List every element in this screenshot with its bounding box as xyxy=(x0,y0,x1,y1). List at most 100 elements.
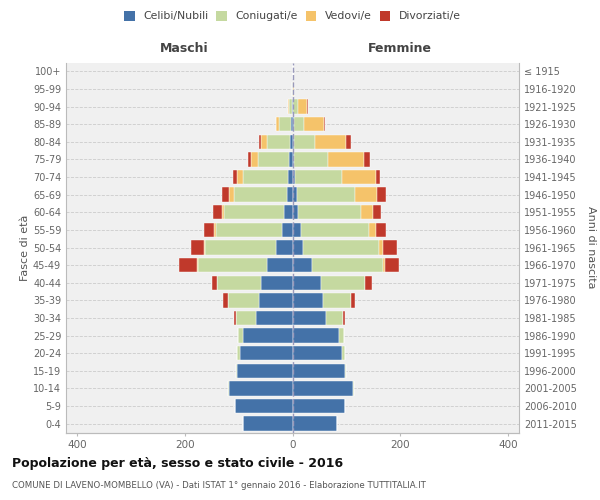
Bar xyxy=(342,346,346,360)
Bar xyxy=(383,258,385,272)
Bar xyxy=(216,222,282,237)
Bar xyxy=(297,188,355,202)
Text: COMUNE DI LAVENO-MOMBELLO (VA) - Dati ISTAT 1° gennaio 2016 - Elaborazione TUTTI: COMUNE DI LAVENO-MOMBELLO (VA) - Dati IS… xyxy=(12,481,426,490)
Bar xyxy=(323,293,351,308)
Bar xyxy=(229,188,234,202)
Bar xyxy=(293,328,340,343)
Bar xyxy=(191,240,203,254)
Bar xyxy=(340,328,344,343)
Bar xyxy=(294,152,328,166)
Bar xyxy=(385,258,399,272)
Bar xyxy=(326,311,343,325)
Bar xyxy=(307,100,308,114)
Bar xyxy=(373,205,382,220)
Bar xyxy=(240,346,293,360)
Bar xyxy=(383,240,397,254)
Bar xyxy=(251,152,258,166)
Bar xyxy=(289,100,292,114)
Bar xyxy=(295,170,342,184)
Bar xyxy=(236,364,238,378)
Bar xyxy=(293,276,320,290)
Bar xyxy=(276,117,279,132)
Bar xyxy=(197,258,266,272)
Bar xyxy=(259,134,261,149)
Bar xyxy=(267,134,290,149)
Bar xyxy=(361,205,373,220)
Bar xyxy=(261,276,293,290)
Bar xyxy=(369,222,376,237)
Bar xyxy=(287,100,289,114)
Bar xyxy=(293,399,345,413)
Bar xyxy=(233,170,238,184)
Bar xyxy=(376,222,386,237)
Bar xyxy=(293,117,304,132)
Bar xyxy=(293,364,345,378)
Bar xyxy=(290,134,293,149)
Bar xyxy=(179,258,197,272)
Bar xyxy=(293,381,353,396)
Bar xyxy=(243,328,293,343)
Bar xyxy=(345,364,346,378)
Bar xyxy=(365,276,372,290)
Bar xyxy=(258,152,289,166)
Bar xyxy=(315,134,346,149)
Bar xyxy=(224,205,284,220)
Bar xyxy=(353,381,354,396)
Bar xyxy=(293,240,303,254)
Bar xyxy=(238,328,243,343)
Bar xyxy=(256,311,293,325)
Bar xyxy=(293,188,297,202)
Bar xyxy=(301,222,369,237)
Bar xyxy=(379,240,383,254)
Bar xyxy=(320,276,365,290)
Bar xyxy=(222,205,224,220)
Bar xyxy=(377,188,386,202)
Bar xyxy=(293,346,342,360)
Bar xyxy=(212,276,217,290)
Bar xyxy=(364,152,370,166)
Bar xyxy=(293,311,326,325)
Bar xyxy=(342,170,376,184)
Bar xyxy=(266,258,293,272)
Bar xyxy=(235,399,293,413)
Bar xyxy=(289,152,293,166)
Bar xyxy=(298,205,361,220)
Bar xyxy=(351,293,355,308)
Bar xyxy=(287,188,293,202)
Bar xyxy=(293,258,312,272)
Bar xyxy=(282,222,293,237)
Bar xyxy=(343,311,346,325)
Bar xyxy=(217,276,261,290)
Bar xyxy=(293,293,323,308)
Bar xyxy=(223,188,229,202)
Bar xyxy=(205,240,277,254)
Bar xyxy=(234,311,236,325)
Bar xyxy=(244,170,287,184)
Bar xyxy=(214,222,216,237)
Bar xyxy=(213,205,222,220)
Bar xyxy=(304,117,324,132)
Bar xyxy=(238,346,240,360)
Text: Popolazione per età, sesso e stato civile - 2016: Popolazione per età, sesso e stato civil… xyxy=(12,458,343,470)
Bar xyxy=(355,188,377,202)
Bar xyxy=(243,416,293,431)
Bar xyxy=(238,364,293,378)
Bar xyxy=(328,152,364,166)
Bar xyxy=(284,205,293,220)
Bar xyxy=(287,170,293,184)
Bar xyxy=(376,170,380,184)
Bar xyxy=(346,134,351,149)
Bar xyxy=(293,152,294,166)
Y-axis label: Fasce di età: Fasce di età xyxy=(20,214,30,280)
Bar xyxy=(277,240,293,254)
Bar xyxy=(324,117,325,132)
Bar xyxy=(293,205,298,220)
Bar xyxy=(298,100,307,114)
Bar xyxy=(261,134,267,149)
Legend: Celibi/Nubili, Coniugati/e, Vedovi/e, Divorziati/e: Celibi/Nubili, Coniugati/e, Vedovi/e, Di… xyxy=(122,8,463,24)
Bar xyxy=(203,240,205,254)
Bar xyxy=(293,170,295,184)
Bar xyxy=(293,134,315,149)
Bar xyxy=(279,117,291,132)
Bar xyxy=(229,293,259,308)
